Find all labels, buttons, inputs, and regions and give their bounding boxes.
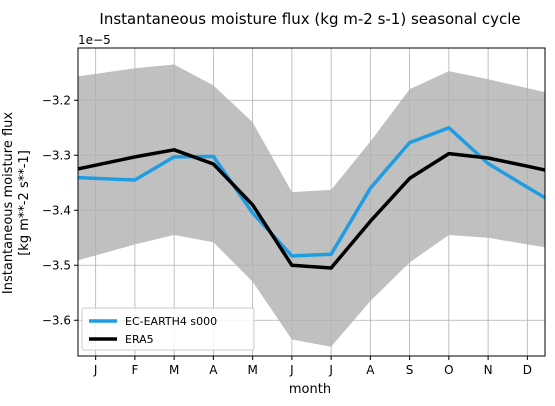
- x-axis-label: month: [289, 382, 331, 397]
- legend-box: [81, 307, 255, 351]
- x-tick-label: F: [131, 363, 138, 377]
- y-axis-label-line2: [kg m**-2 s**-1]: [17, 150, 32, 256]
- y-tick-label: −3.2: [42, 93, 71, 107]
- y-tick-label: −3.3: [42, 148, 71, 162]
- y-axis-ticks: −3.2 −3.3 −3.4 −3.5 −3.6: [42, 93, 78, 327]
- legend: EC-EARTH4 s000 ERA5: [81, 307, 255, 351]
- x-tick-label: J: [289, 363, 294, 377]
- y-tick-label: −3.6: [42, 313, 71, 327]
- x-tick-label: D: [523, 363, 532, 377]
- x-tick-label: S: [406, 363, 414, 377]
- y-axis-label-line1: Instantaneous moisture flux: [1, 112, 16, 295]
- x-tick-label: A: [366, 363, 375, 377]
- series-lines: [78, 126, 545, 270]
- x-tick-label: A: [209, 363, 218, 377]
- x-tick-label: J: [328, 363, 333, 377]
- plot-frame: [77, 47, 546, 357]
- y-tick-label: −3.4: [42, 203, 71, 217]
- y-tick-label: −3.5: [42, 258, 71, 272]
- series-line-1: [78, 148, 545, 270]
- x-tick-label: M: [247, 363, 257, 377]
- legend-label-1: ERA5: [125, 333, 154, 346]
- spread-band: [78, 64, 545, 347]
- chart-title: Instantaneous moisture flux (kg m-2 s-1)…: [99, 10, 520, 28]
- legend-label-0: EC-EARTH4 s000: [125, 315, 217, 328]
- x-tick-label: N: [484, 363, 493, 377]
- x-tick-label: O: [444, 363, 453, 377]
- x-tick-label: M: [169, 363, 179, 377]
- plot-area: [77, 47, 546, 357]
- y-offset-label: 1e−5: [78, 33, 111, 47]
- x-tick-label: J: [93, 363, 98, 377]
